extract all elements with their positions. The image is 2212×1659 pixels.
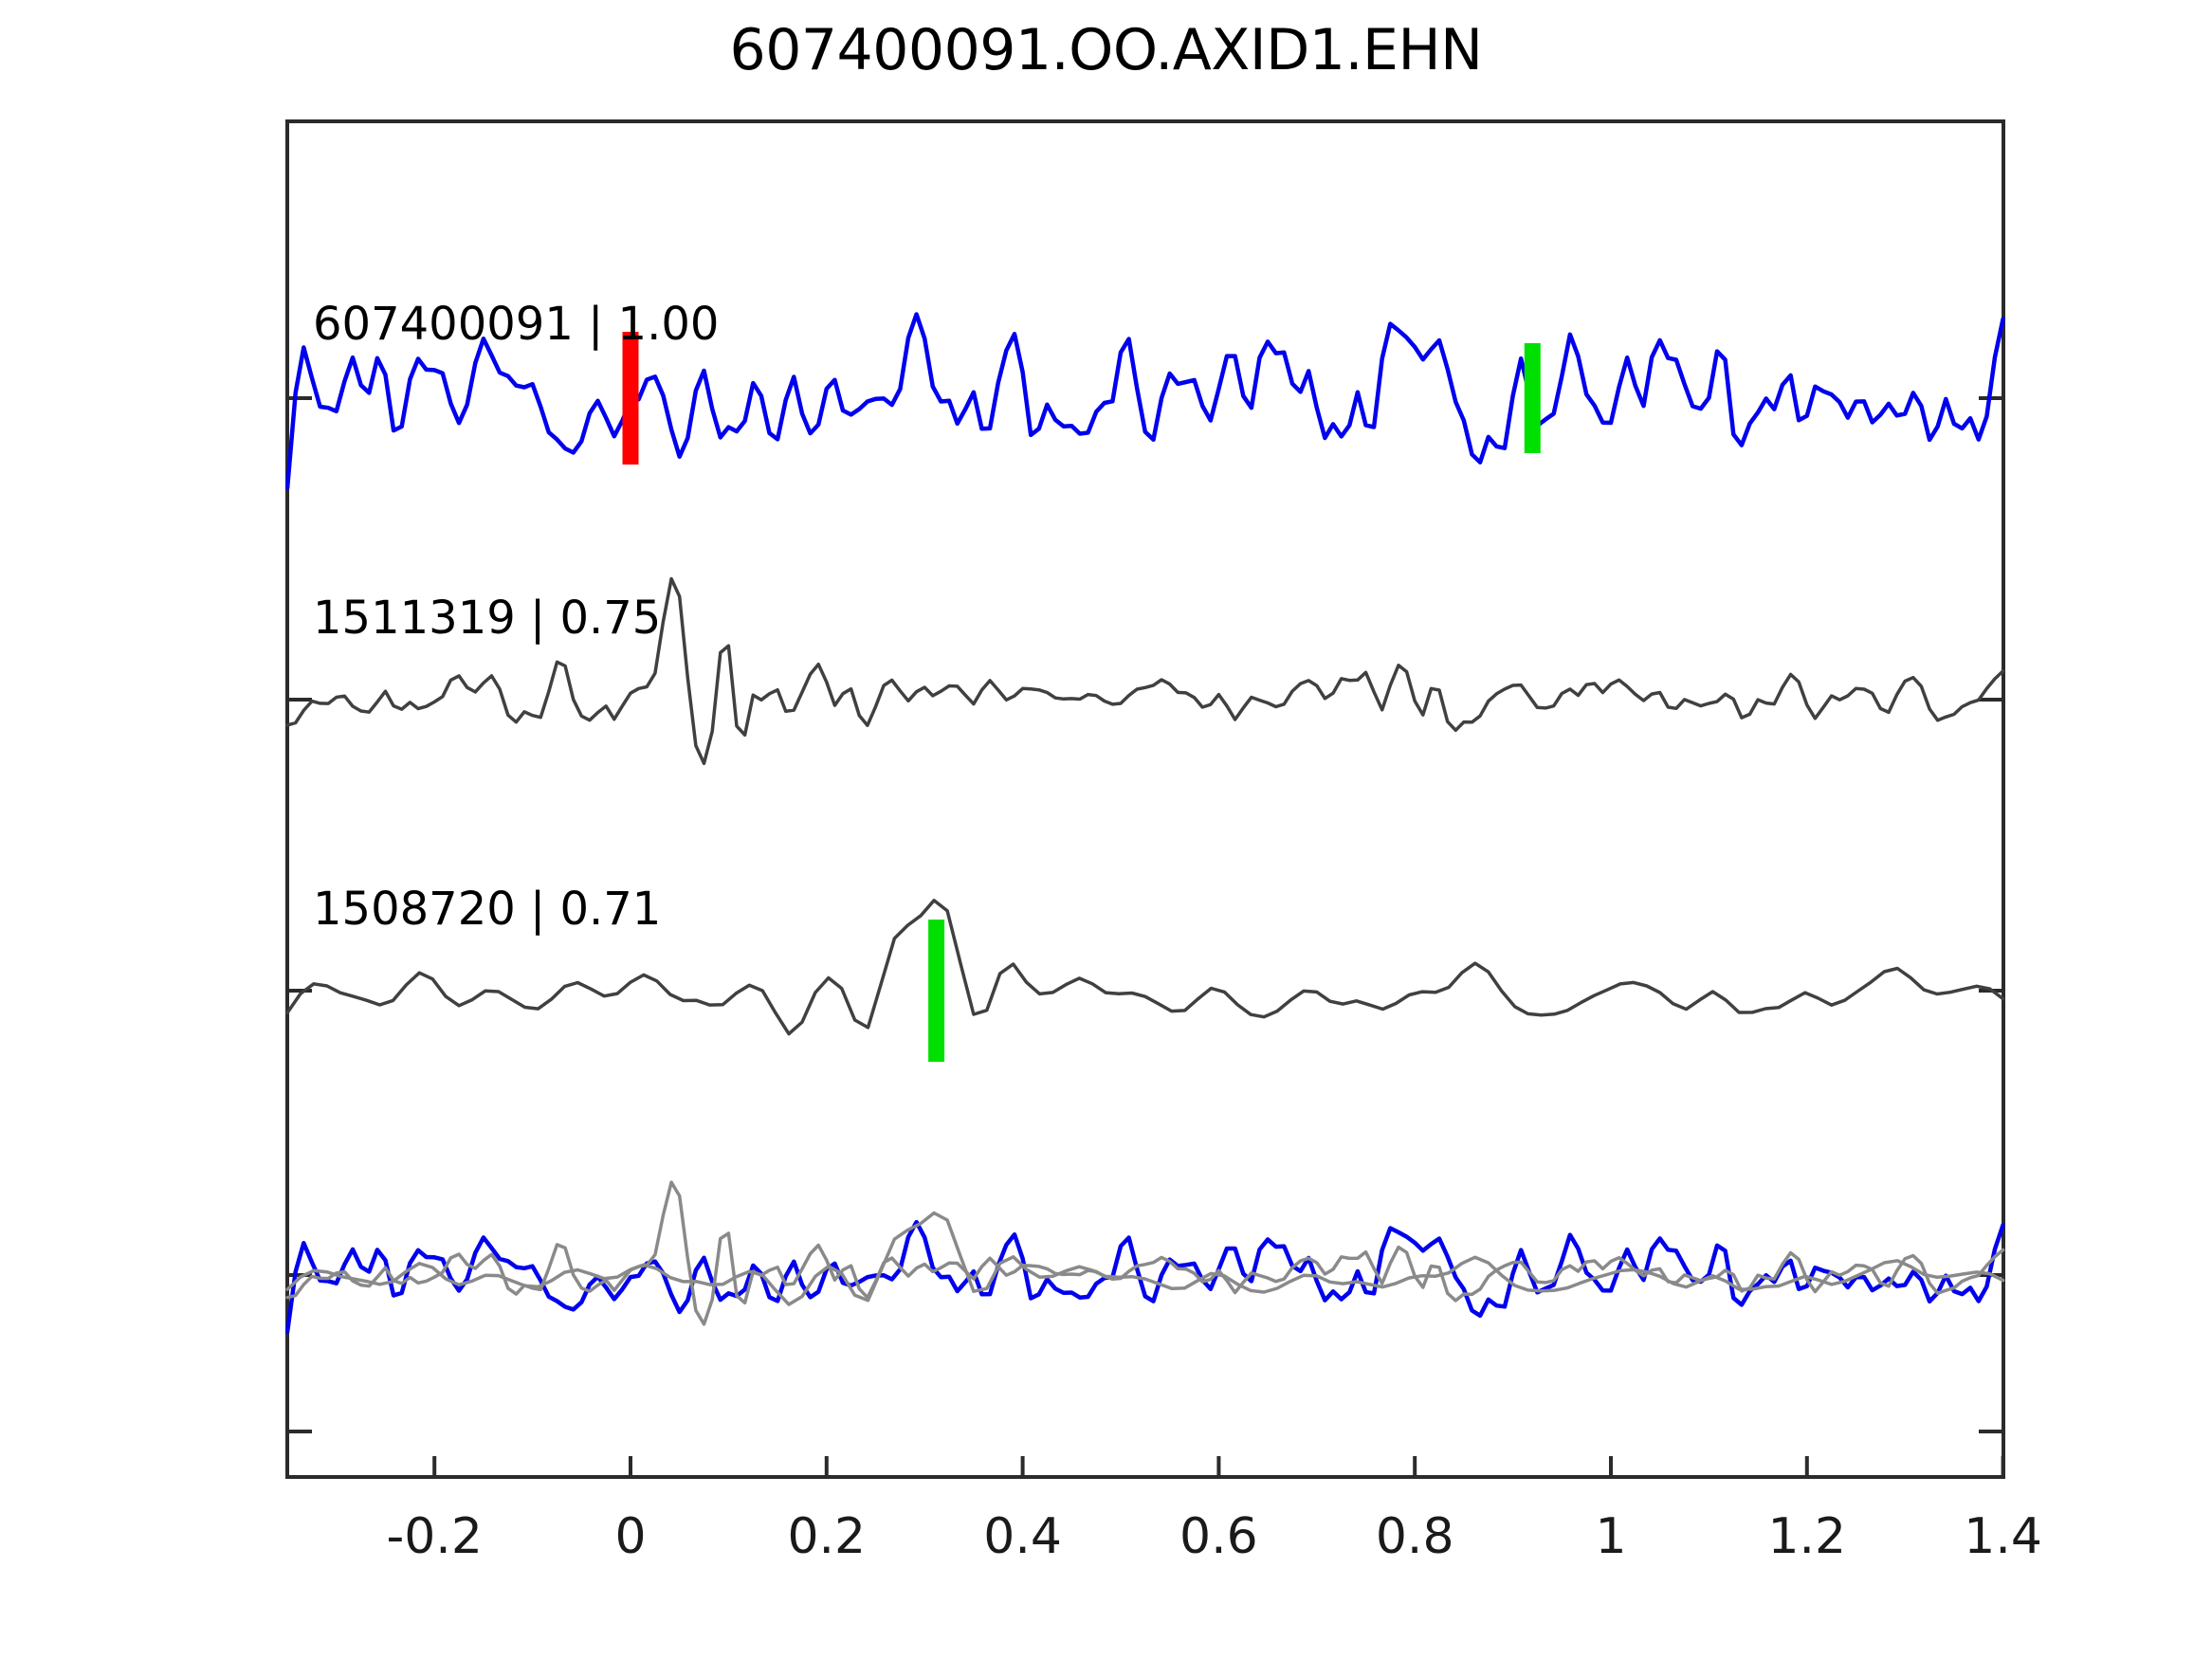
x-tick-label: 1	[1595, 1508, 1626, 1565]
waveform-traces	[284, 312, 2005, 1335]
waveform-trace	[285, 1180, 2005, 1326]
y-tick-marks	[287, 396, 2003, 1433]
waveform-trace	[284, 312, 2005, 491]
x-tick-label: 0	[614, 1508, 646, 1565]
x-tick-label: 1.4	[1964, 1508, 2042, 1565]
waveform-trace	[285, 899, 2005, 1036]
trace-label: 1511319 | 0.75	[313, 592, 661, 645]
x-tick-label: 0.2	[787, 1508, 866, 1565]
trace-label: 1508720 | 0.71	[313, 883, 661, 936]
waveform-trace	[285, 576, 2005, 766]
trace-labels: 607400091 | 1.00 1511319 | 0.75 1508720 | …	[313, 298, 719, 936]
x-tick-label: 1.2	[1767, 1508, 1846, 1565]
x-tick-label: 0.8	[1376, 1508, 1454, 1565]
x-tick-label: 0.6	[1179, 1508, 1258, 1565]
waveform-trace	[285, 1211, 2005, 1306]
x-tick-labels: -0.2 0 0.2 0.4 0.6 0.8 1 1.2 1.4	[386, 1508, 2041, 1565]
trace-label: 607400091 | 1.00	[313, 298, 719, 351]
x-tick-label: -0.2	[386, 1508, 482, 1565]
x-tick-label: 0.4	[983, 1508, 1062, 1565]
pick-markers	[622, 332, 1541, 1062]
waveform-trace	[284, 1219, 2005, 1335]
page-title: 607400091.OO.AXID1.EHN	[729, 17, 1483, 83]
x-tick-marks	[432, 1456, 2005, 1477]
